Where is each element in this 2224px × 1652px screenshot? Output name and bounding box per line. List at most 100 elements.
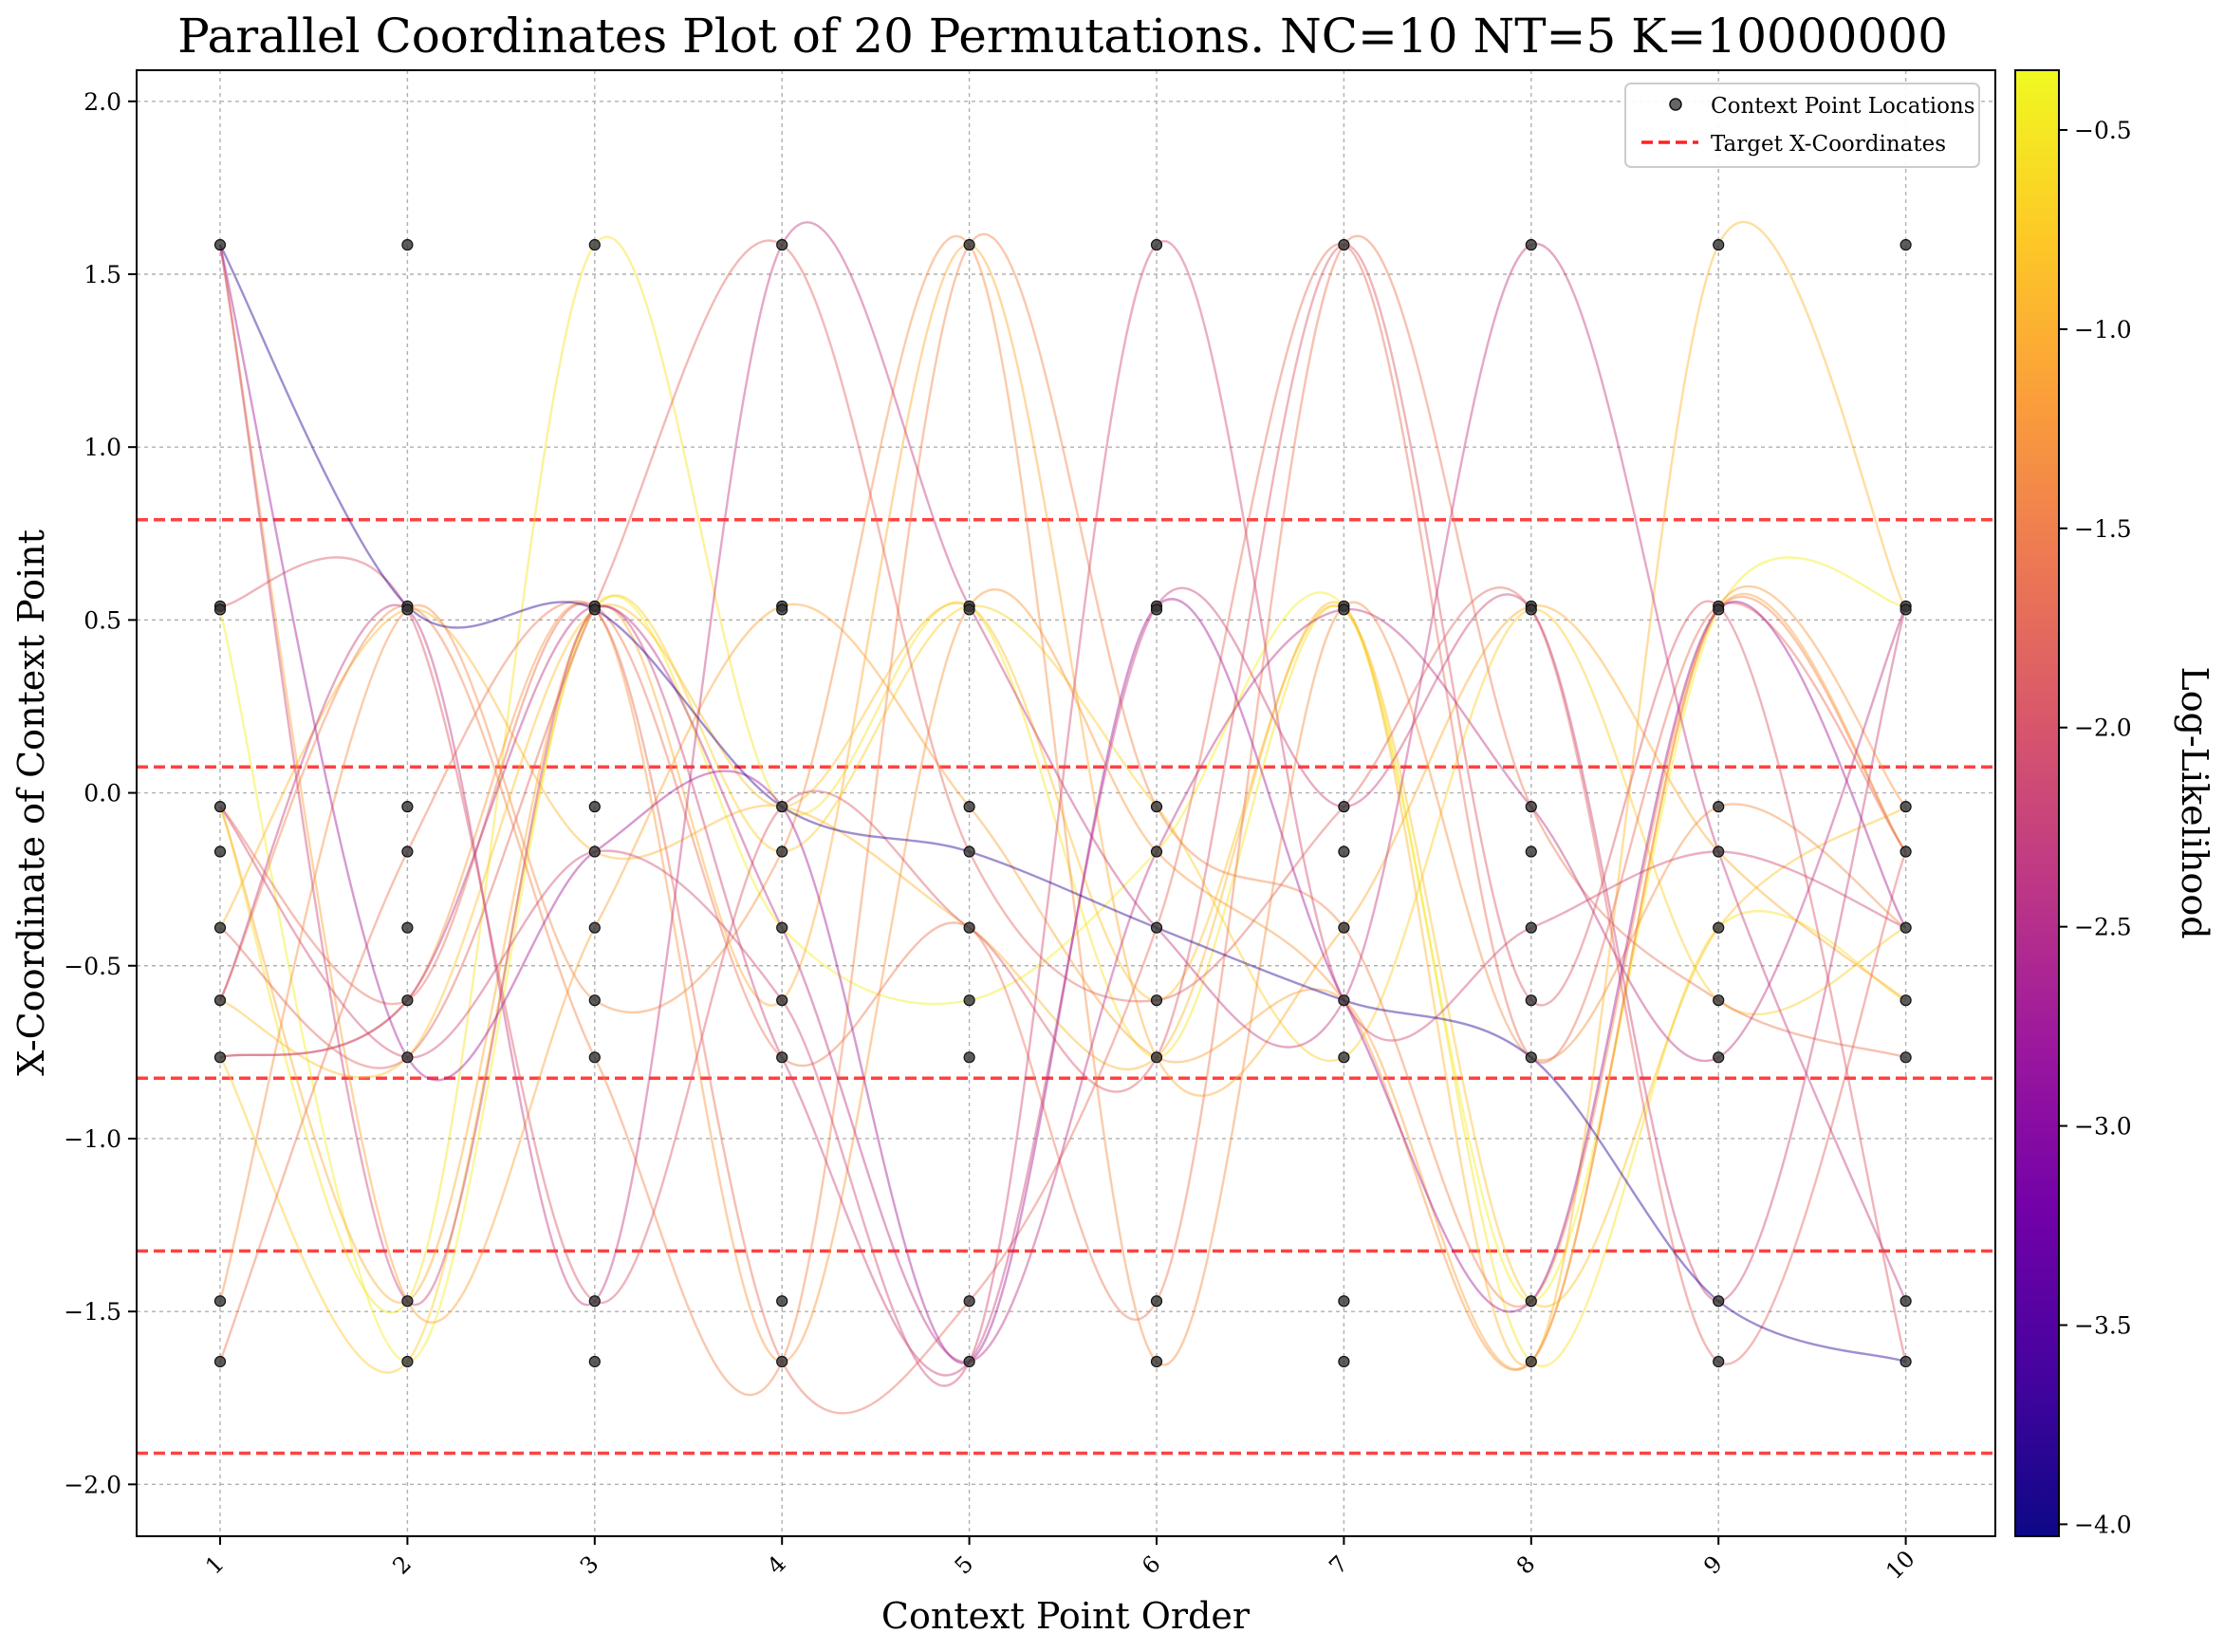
context-point <box>1900 603 1912 616</box>
context-point <box>588 603 601 616</box>
context-point <box>213 1355 227 1368</box>
context-point <box>401 921 414 934</box>
context-point <box>213 238 227 251</box>
permutation-line <box>218 221 1907 1307</box>
context-point <box>213 994 227 1007</box>
context-point <box>776 845 788 858</box>
context-point <box>963 994 975 1007</box>
context-point <box>1900 801 1912 813</box>
context-point <box>1525 845 1537 858</box>
colorbar-tick-label: −0.5 <box>2074 117 2132 144</box>
context-point <box>1525 921 1537 934</box>
y-tick-label: 0.0 <box>83 780 121 807</box>
permutation-line <box>218 594 1907 1374</box>
context-point <box>213 603 227 616</box>
y-axis-label: X-Coordinate of Context Point <box>10 529 52 1076</box>
permutation-line <box>219 243 1907 1363</box>
grid <box>137 70 1995 1536</box>
context-point <box>776 1051 788 1064</box>
context-point <box>1900 1355 1912 1368</box>
context-point <box>588 845 601 858</box>
legend-box <box>1624 83 1980 168</box>
context-point <box>776 1355 788 1368</box>
permutation-line <box>219 585 1907 1371</box>
y-tick-label: −1.5 <box>64 1298 121 1326</box>
context-point <box>1338 1051 1350 1064</box>
context-point <box>1900 1051 1912 1064</box>
context-point <box>1900 921 1912 934</box>
context-point <box>213 1295 227 1308</box>
context-point <box>588 1355 601 1368</box>
context-point <box>401 845 414 858</box>
permutation-line <box>218 232 1907 1396</box>
context-points <box>213 238 1912 1368</box>
context-point <box>1713 238 1725 251</box>
colorbar-tick-label: −2.5 <box>2074 914 2132 941</box>
context-point <box>963 1051 975 1064</box>
y-tick-label: 1.0 <box>83 434 121 461</box>
context-point <box>401 994 414 1007</box>
plot-frame <box>136 69 1996 1537</box>
context-point <box>1713 801 1725 813</box>
context-point <box>1900 845 1912 858</box>
y-tick-label: −0.5 <box>64 953 121 980</box>
context-point <box>1900 1295 1912 1308</box>
context-point <box>1338 921 1350 934</box>
context-point <box>213 1051 227 1064</box>
colorbar-tick-label: −3.5 <box>2074 1311 2132 1339</box>
context-point <box>588 238 601 251</box>
context-point <box>963 603 975 616</box>
colorbar-ticks: −0.5 −1.0 −1.5 −2.0 −2.5 −3.0 −3.5 −4.0 <box>2059 117 2132 1538</box>
context-point <box>1150 238 1163 251</box>
permutation-line <box>218 244 1907 1371</box>
permutation-line <box>219 240 1907 1387</box>
permutation-line <box>218 244 1906 1364</box>
context-point <box>1525 801 1537 813</box>
context-point <box>213 921 227 934</box>
context-point <box>588 1051 601 1064</box>
context-point <box>1900 994 1912 1007</box>
context-point <box>588 1295 601 1308</box>
context-point <box>1338 1295 1350 1308</box>
legend-label-target-coords: Target X-Coordinates <box>1711 132 1946 157</box>
permutation-line <box>218 556 1906 1364</box>
legend: Context Point Locations Target X-Coordin… <box>1624 83 1980 168</box>
x-axis-label: Context Point Order <box>881 1595 1251 1637</box>
context-point <box>1338 801 1350 813</box>
context-point <box>1150 1355 1163 1368</box>
y-tick-label: 1.5 <box>83 261 121 288</box>
colorbar-tick-label: −3.0 <box>2074 1113 2132 1141</box>
context-point <box>776 801 788 813</box>
context-point <box>401 1051 414 1064</box>
y-tick-label: 2.0 <box>83 88 121 116</box>
context-point <box>213 801 227 813</box>
context-point <box>963 1295 975 1308</box>
context-point <box>401 1355 414 1368</box>
context-point <box>1525 238 1537 251</box>
chart-title: Parallel Coordinates Plot of 20 Permutat… <box>177 9 1948 64</box>
context-point <box>588 801 601 813</box>
context-point <box>401 801 414 813</box>
context-point <box>1713 603 1725 616</box>
context-point <box>1525 1051 1537 1064</box>
context-point <box>1713 1355 1725 1368</box>
context-point <box>1338 238 1350 251</box>
context-point <box>963 921 975 934</box>
permutation-line <box>218 244 1907 1364</box>
context-point <box>213 845 227 858</box>
context-point <box>1150 845 1163 858</box>
context-point <box>963 845 975 858</box>
context-point <box>1150 921 1163 934</box>
context-point <box>1338 603 1350 616</box>
y-tick-label: −1.0 <box>64 1125 121 1153</box>
context-point <box>776 238 788 251</box>
y-tick-label: 0.5 <box>83 606 121 634</box>
context-point <box>1338 1355 1350 1368</box>
context-point <box>1713 1295 1725 1308</box>
permutation-line <box>219 243 1907 1415</box>
colorbar-tick-label: −4.0 <box>2074 1511 2132 1538</box>
context-point <box>401 1295 414 1308</box>
context-point <box>776 603 788 616</box>
permutation-line <box>219 239 1907 1365</box>
